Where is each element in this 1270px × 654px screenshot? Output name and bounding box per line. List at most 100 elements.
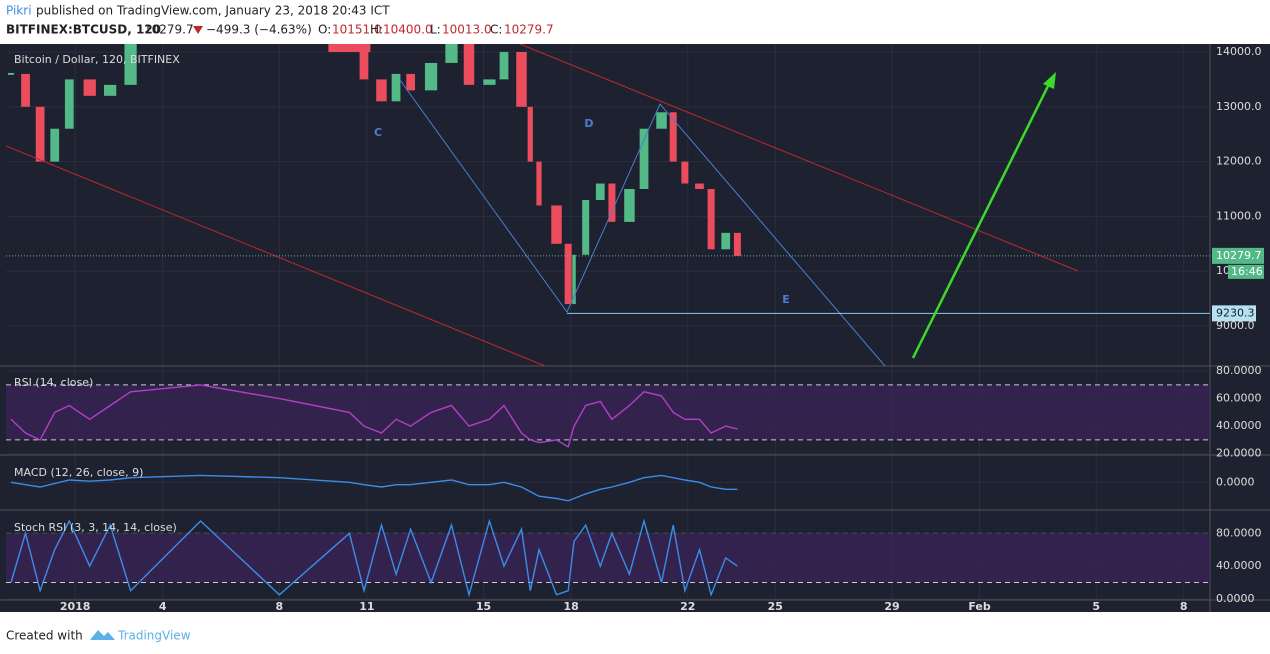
channel-line [6, 145, 546, 366]
candle [608, 183, 616, 222]
panel [6, 518, 1210, 600]
open: 10151.0 [332, 23, 382, 37]
x-tick-label: 4 [159, 600, 167, 613]
band-fill [6, 533, 1210, 583]
x-tick-label: 2018 [60, 600, 91, 613]
candle [359, 52, 369, 80]
published: published on TradingView.com, January 23… [36, 4, 390, 18]
candle [551, 205, 562, 244]
last-price-label: 10279.7 [1216, 249, 1262, 262]
candle [669, 112, 677, 162]
x-tick-label: Feb [968, 600, 991, 613]
candle [572, 254, 576, 305]
wave-label: E [782, 293, 790, 306]
footer-brand[interactable]: TradingView [117, 629, 191, 643]
footer-created: Created with [6, 629, 83, 643]
candle [83, 79, 96, 96]
panel [6, 370, 1210, 455]
panel-title: Bitcoin / Dollar, 120, BITFINEX [14, 53, 180, 66]
symbol: BITFINEX:BTCUSD, 120 [6, 23, 161, 37]
candle [695, 183, 704, 189]
countdown: 16:46 [1231, 265, 1263, 278]
candle [406, 73, 416, 91]
logo [90, 630, 115, 640]
y-tick-label: 40.0000 [1216, 419, 1262, 432]
high: 10400.0 [383, 23, 433, 37]
panel-title: Stoch RSI (3, 3, 14, 14, close) [14, 521, 177, 534]
chart-bg [0, 44, 1270, 612]
panel-title: RSI (14, close) [14, 376, 93, 389]
y-tick-label: 12000.0 [1216, 155, 1262, 168]
candle [656, 112, 667, 129]
close: 10279.7 [504, 23, 554, 37]
candle [639, 128, 649, 189]
panel [6, 44, 1210, 366]
candle [21, 73, 30, 107]
o-label: O: [318, 23, 331, 37]
candle [424, 62, 438, 91]
candle [582, 199, 590, 255]
x-tick-label: 18 [563, 600, 578, 613]
y-axis-bg [1210, 44, 1270, 612]
y-tick-label: 40.0000 [1216, 559, 1262, 572]
last-price-box [1212, 247, 1264, 264]
candle [707, 188, 715, 250]
channel-line [519, 44, 1079, 272]
countdown-box [1228, 264, 1264, 279]
wave-label: D [584, 117, 593, 130]
candle [104, 84, 117, 96]
candle [681, 161, 689, 184]
x-tick-label: 8 [1180, 600, 1188, 613]
y-tick-label: 80.0000 [1216, 364, 1262, 377]
indicator-line [10, 474, 738, 502]
candle [483, 79, 496, 85]
candle [499, 52, 509, 80]
candle [328, 44, 371, 53]
y-tick-label: 80.0000 [1216, 526, 1262, 539]
l-label: L: [430, 23, 441, 37]
candle [564, 243, 572, 305]
footer-bg [0, 612, 1270, 654]
arrow-line [911, 81, 1052, 359]
panel-title: MACD (12, 26, close, 9) [14, 466, 143, 479]
candle [536, 161, 542, 206]
y-tick-label: 0.0000 [1216, 592, 1255, 605]
y-tick-label: 11000.0 [1216, 209, 1262, 222]
y-tick-label: 0.0000 [1216, 475, 1255, 488]
support-box [1212, 305, 1256, 322]
x-tick-label: 5 [1092, 600, 1100, 613]
x-tick-label: 8 [276, 600, 284, 613]
wave-label: C [374, 126, 382, 139]
x-tick-label: 11 [359, 600, 374, 613]
c-label: C: [490, 23, 502, 37]
candle [64, 79, 74, 129]
candle [50, 128, 60, 162]
candle [595, 183, 605, 200]
pattern-line [399, 79, 886, 366]
low: 10013.0 [442, 23, 492, 37]
candle [35, 106, 45, 162]
change: −499.3 (−4.63%) [206, 23, 312, 37]
y-tick-label: 60.0000 [1216, 392, 1262, 405]
candle [527, 106, 533, 162]
candle [124, 44, 137, 85]
candle [445, 44, 458, 63]
arrow-head [1043, 72, 1056, 89]
candle [516, 52, 527, 107]
candle [624, 188, 635, 222]
candle [733, 232, 741, 256]
x-tick-label: 15 [476, 600, 491, 613]
y-tick-label: 9000.0 [1216, 319, 1255, 332]
y-tick-label: 14000.0 [1216, 45, 1262, 58]
candle [463, 44, 475, 85]
h-label: H: [370, 23, 383, 37]
support-label: 9230.3 [1216, 306, 1255, 319]
panel [6, 474, 1210, 502]
indicator-line [10, 518, 738, 598]
candle [721, 232, 731, 250]
x-tick-label: 25 [768, 600, 783, 613]
author[interactable]: Pikri [6, 4, 32, 18]
y-tick-label: 20.0000 [1216, 447, 1262, 460]
